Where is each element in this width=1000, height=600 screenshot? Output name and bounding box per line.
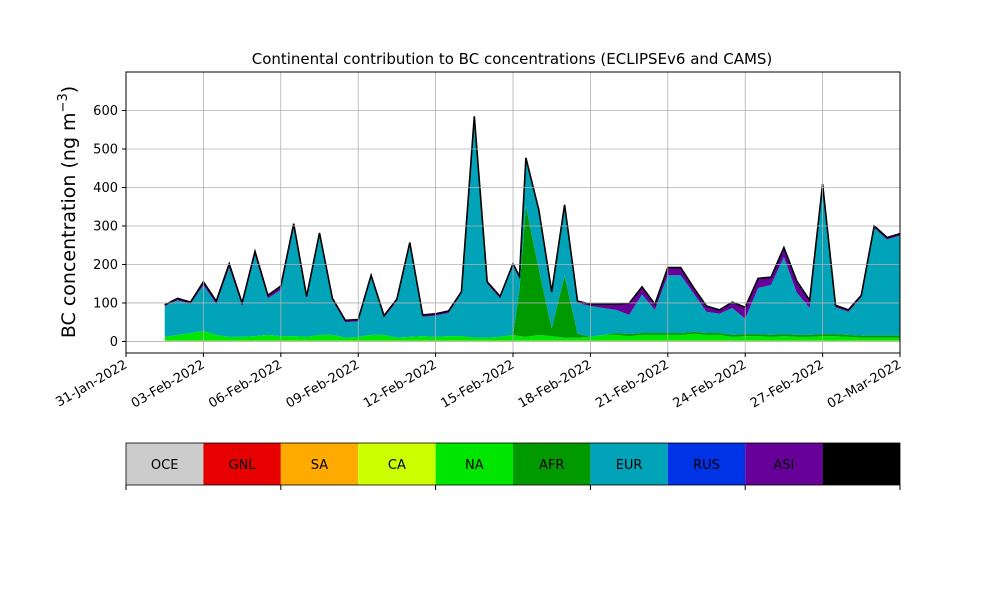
legend-swatch-ca [358, 443, 436, 485]
x-tick-label: 02-Mar-2022 [825, 357, 904, 411]
x-tick-label: 06-Feb-2022 [206, 357, 285, 411]
y-tick-label: 400 [93, 181, 118, 196]
legend-swatch-asi [745, 443, 823, 485]
x-tick-label: 03-Feb-2022 [129, 357, 208, 411]
legend-swatch-aus [822, 443, 900, 485]
x-tick-label: 21-Feb-2022 [593, 357, 672, 411]
legend-swatch-rus [667, 443, 746, 485]
x-tick-label: 15-Feb-2022 [438, 357, 517, 411]
legend-frame [125, 442, 901, 486]
x-tick-label: 31-Jan-2022 [53, 357, 130, 410]
legend-label-na: NA [465, 458, 484, 473]
plot-area: 0 100 200 300 400 500 600 31-Jan-202203-Feb-202… [53, 71, 904, 412]
x-tick-label: 09-Feb-2022 [284, 357, 363, 411]
legend-label-asi: ASI [773, 458, 794, 473]
y-tick-label: 100 [93, 296, 118, 311]
x-tick-label: 12-Feb-2022 [361, 357, 440, 411]
chart-title: Continental contribution to BC concentra… [252, 50, 773, 68]
x-tick-label: 24-Feb-2022 [671, 357, 750, 411]
total-outline [164, 116, 901, 322]
legend-swatch-sa [280, 443, 359, 485]
y-tick-label: 600 [93, 104, 118, 119]
legend-label-gnl: GNL [229, 458, 257, 473]
legend-label-afr: AFR [539, 458, 564, 473]
legend-label-rus: RUS [693, 458, 720, 473]
legend-swatch-afr [513, 443, 591, 485]
legend-swatch-eur [590, 443, 668, 485]
x-tick-label: 27-Feb-2022 [748, 357, 827, 411]
y-tick-label: 0 [110, 335, 118, 350]
y-axis-label: BC concentration (ng m−3) [56, 86, 80, 338]
area-afr [164, 205, 900, 338]
legend-label-eur: EUR [616, 458, 643, 473]
legend-swatch-na [435, 443, 513, 485]
legend-label-sa: SA [311, 458, 328, 473]
color-legend: OCE GNL SA CA NA AFR EUR RUS ASI AUS [125, 442, 901, 490]
y-tick-label: 200 [93, 258, 118, 273]
legend-label-aus: AUS [848, 458, 875, 473]
y-tick-label: 300 [93, 219, 118, 234]
y-tick-label: 500 [93, 142, 118, 157]
x-tick-label: 18-Feb-2022 [516, 357, 595, 411]
legend-swatch-oce [126, 443, 204, 485]
legend-label-oce: OCE [151, 458, 179, 473]
area-eur [164, 118, 900, 338]
area-na [164, 331, 900, 341]
legend-swatch-gnl [203, 443, 281, 485]
legend-label-ca: CA [388, 458, 406, 473]
